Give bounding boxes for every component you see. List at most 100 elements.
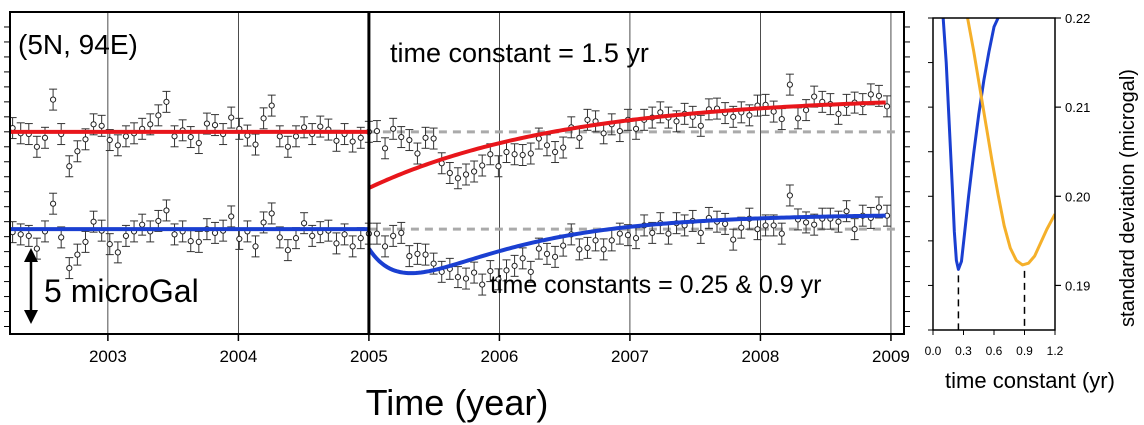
observation-blue [478, 273, 487, 296]
data-point [697, 122, 704, 129]
data-point [292, 133, 300, 140]
observation-red [291, 125, 300, 148]
observation-blue [146, 220, 155, 243]
data-point [66, 163, 73, 170]
observation-red [194, 132, 203, 155]
data-point [373, 230, 381, 237]
observation-red [713, 97, 722, 120]
data-point [268, 210, 275, 217]
side-x-tick-labels: 0.0 0.3 0.6 0.9 1.2 [925, 344, 1064, 358]
observation-red [632, 117, 641, 140]
observation-blue [664, 222, 673, 245]
data-point [576, 246, 583, 253]
observation-blue [591, 229, 600, 252]
observation-blue [632, 227, 641, 250]
observation-red [267, 94, 276, 117]
data-point [268, 102, 275, 109]
data-point [811, 221, 818, 228]
observation-blue [211, 221, 220, 244]
data-point [122, 232, 130, 240]
data-point [430, 260, 437, 267]
observation-blue [130, 220, 139, 243]
observation-red [340, 123, 349, 146]
data-point [333, 240, 340, 247]
data-point [211, 121, 219, 129]
observation-red [518, 144, 527, 167]
observation-blue [381, 235, 390, 258]
data-point [875, 204, 883, 211]
data-point [300, 124, 308, 131]
observation-red [275, 125, 284, 148]
observation-blue [170, 223, 179, 246]
data-point [673, 118, 680, 125]
data-point [649, 229, 656, 237]
data-point [762, 222, 769, 229]
observation-blue [445, 257, 454, 280]
observation-red [121, 125, 130, 148]
observation-blue [696, 221, 705, 244]
data-point [883, 103, 891, 110]
data-point [730, 236, 737, 243]
observation-blue [332, 232, 341, 255]
observation-blue [340, 223, 349, 246]
observation-red [251, 133, 260, 156]
data-point [584, 244, 591, 251]
observation-red [73, 140, 82, 163]
data-point [49, 200, 57, 207]
data-point [349, 243, 356, 250]
observation-red [502, 141, 511, 164]
observation-blue [542, 242, 551, 265]
data-point [738, 224, 745, 231]
observation-blue [259, 211, 268, 234]
observation-red [162, 90, 171, 113]
data-point [422, 251, 429, 258]
baseline-dashed-lines [368, 130, 896, 231]
observation-blue [397, 221, 406, 244]
observation-red [688, 105, 697, 128]
observation-red [348, 130, 357, 153]
data-point [106, 136, 113, 144]
observation-blue [49, 192, 58, 215]
x-tick-label-2009: 2009 [872, 347, 910, 366]
x-tick-label-2008: 2008 [742, 347, 780, 366]
observation-red [510, 143, 519, 166]
observation-red [429, 127, 438, 150]
observation-red [526, 142, 535, 165]
side-x-tick-label-0.9: 0.9 [1016, 344, 1033, 358]
observation-red [462, 163, 471, 186]
data-point [657, 109, 664, 116]
data-point [665, 230, 672, 237]
data-point [754, 226, 761, 233]
observation-blue [405, 245, 414, 268]
data-point [843, 208, 850, 215]
observation-red [32, 135, 41, 158]
data-point [527, 150, 534, 157]
data-point [730, 113, 737, 120]
data-point [276, 133, 283, 140]
observation-red [138, 117, 147, 140]
observation-blue [777, 222, 786, 245]
observation-red [259, 107, 268, 130]
data-point [770, 222, 777, 229]
observation-red [219, 123, 228, 146]
data-point [171, 231, 178, 238]
data-point [82, 238, 89, 245]
observation-blue [194, 230, 203, 253]
observation-red [154, 104, 163, 127]
data-point [58, 234, 65, 241]
data-point [584, 116, 591, 123]
observation-red [235, 117, 244, 140]
data-point [616, 230, 623, 237]
x-tick-label-2005: 2005 [350, 347, 388, 366]
data-point [147, 121, 154, 128]
data-point [778, 115, 785, 123]
observation-blue [753, 218, 762, 241]
observation-blue [826, 207, 835, 230]
data-point [503, 267, 510, 274]
observation-red [243, 124, 252, 147]
observation-red [113, 134, 122, 157]
observation-blue [518, 247, 527, 270]
observation-blue [850, 218, 859, 241]
data-point [414, 150, 421, 157]
data-point [527, 268, 534, 275]
